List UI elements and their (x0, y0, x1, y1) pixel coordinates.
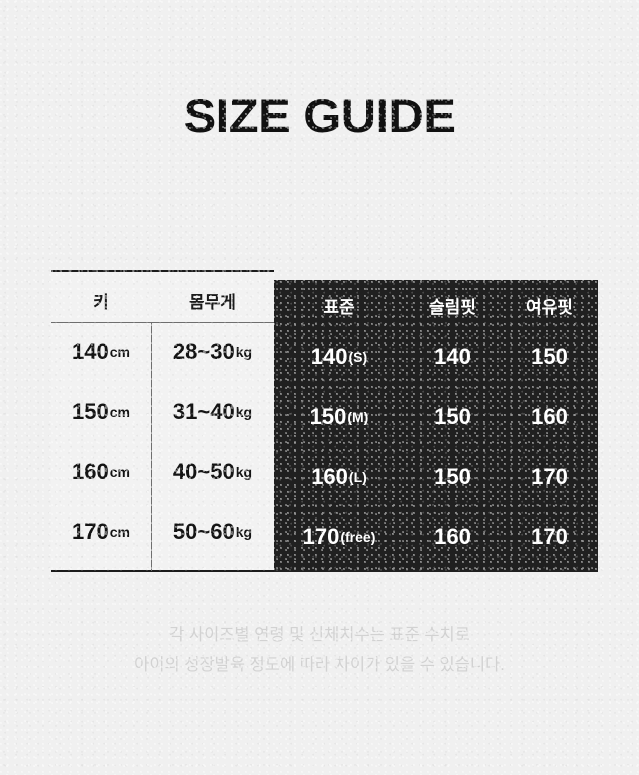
table-row: 28~30 kg (151, 322, 274, 382)
table-row: 31~40 kg (151, 382, 274, 442)
slim-fit-value: 150 (434, 404, 471, 429)
loose-fit-value: 150 (531, 344, 568, 369)
standard-suffix: (free) (340, 529, 376, 545)
weight-unit: kg (235, 344, 253, 360)
standard-suffix: (S) (348, 349, 368, 365)
height-value: 170 (72, 519, 109, 544)
size-table: 키 몸무게 표준 슬림핏 여유핏 140 cm 28~30 kg 140 (S) 14… (51, 270, 598, 572)
disclaimer-line-1: 각 사이즈별 연령 및 신체치수는 표준 수치로 (169, 626, 470, 644)
loose-fit-value: 160 (531, 404, 568, 429)
slim-fit-value: 150 (434, 464, 471, 489)
table-row: 160 (L) (274, 442, 404, 502)
page-title: SIZE GUIDE (183, 89, 456, 142)
column-header-standard: 표준 (323, 297, 355, 317)
weight-unit: kg (235, 404, 253, 420)
loose-fit-value: 170 (531, 524, 568, 549)
standard-suffix: (M) (347, 409, 369, 425)
height-unit: cm (109, 524, 130, 540)
slim-fit-value: 160 (434, 524, 471, 549)
loose-fit-value: 170 (531, 464, 568, 489)
standard-value: 140 (310, 344, 348, 369)
standard-value: 150 (309, 404, 347, 429)
column-header-loose-fit: 여유핏 (526, 297, 573, 317)
table-row: 160 cm (51, 442, 151, 502)
weight-value: 50~60 (172, 519, 235, 544)
size-table-grid: 키 몸무게 표준 슬림핏 여유핏 140 cm 28~30 kg 140 (S) 14… (51, 270, 598, 572)
standard-value: 160 (311, 464, 348, 489)
slim-fit-value: 140 (434, 344, 471, 369)
height-value: 160 (72, 459, 109, 484)
weight-value: 28~30 (172, 339, 235, 364)
table-row: 170 cm (51, 502, 151, 562)
table-row: 150 (M) (274, 382, 404, 442)
standard-value: 170 (302, 524, 340, 549)
column-header-slim-fit: 슬림핏 (429, 297, 476, 317)
fit-panel (274, 280, 598, 572)
height-unit: cm (109, 404, 130, 420)
table-row: 140 (S) (274, 322, 404, 382)
table-row: 140 cm (51, 322, 151, 382)
header-divider (51, 322, 274, 323)
weight-value: 31~40 (172, 399, 235, 424)
table-row: 170 (free) (274, 502, 404, 562)
measurement-panel (51, 270, 274, 572)
weight-value: 40~50 (172, 459, 235, 484)
weight-unit: kg (235, 464, 253, 480)
weight-unit: kg (235, 524, 253, 540)
column-header-height: 키 (93, 292, 109, 312)
column-divider (151, 323, 152, 571)
disclaimer-note: 각 사이즈별 연령 및 신체치수는 표준 수치로 아이의 성장발육 정도에 따라… (0, 620, 639, 680)
column-header-weight: 몸무게 (189, 292, 236, 312)
height-value: 150 (72, 399, 109, 424)
standard-suffix: (L) (348, 469, 367, 485)
table-row: 150 cm (51, 382, 151, 442)
height-unit: cm (109, 344, 130, 360)
table-row: 50~60 kg (151, 502, 274, 562)
height-unit: cm (109, 464, 130, 480)
table-row: 40~50 kg (151, 442, 274, 502)
height-value: 140 (72, 339, 109, 364)
disclaimer-line-2: 아이의 성장발육 정도에 따라 차이가 있을 수 있습니다. (134, 656, 505, 674)
